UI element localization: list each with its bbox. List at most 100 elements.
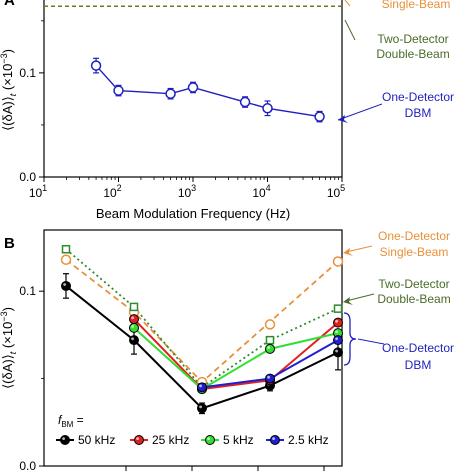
panel-a-anno-two-detector-l1: Two-Detector bbox=[377, 32, 448, 46]
panel-b-point-f2_5-0-shine bbox=[199, 384, 203, 388]
panel-a-xtick-exp-1: 2 bbox=[117, 183, 122, 193]
panel-b-point-f25-4-fill bbox=[333, 317, 343, 328]
panel-a-point-5 bbox=[262, 103, 273, 114]
panel-a-xtick-base-4: 10 bbox=[327, 186, 341, 200]
panel-b-point-f50-4 bbox=[333, 347, 343, 358]
panel-b-series-line-f5 bbox=[133, 327, 339, 391]
panel-b-plot-frame bbox=[43, 229, 343, 467]
panel-a-point-2 bbox=[165, 88, 176, 99]
panel-b-ylabel-main: ⟨(δA)⟩ bbox=[0, 354, 15, 389]
panel-a-anno-single-beam: Single-Beam bbox=[382, 0, 451, 11]
panel-b-point-f5-2-fill bbox=[265, 343, 275, 354]
panel-b-anno-single-l1: One-Detector bbox=[378, 229, 450, 243]
panel-a-ylabel-sub: t bbox=[8, 93, 18, 96]
panel-a-point-1 bbox=[113, 85, 124, 96]
panel-b-point-f2_5-2-fill bbox=[333, 335, 343, 346]
panel-b-legend-marker-f5-fill bbox=[205, 435, 215, 445]
panel-b-point-one_detector_single_beam-0 bbox=[60, 254, 72, 265]
panel-b-point-one_detector_single_beam-3 bbox=[332, 256, 344, 267]
panel-b-point-f50-0-shine bbox=[63, 283, 66, 286]
panel-a-xtick-label-2: 103 bbox=[178, 183, 196, 200]
panel-b-legend-marker-f25-fill bbox=[134, 435, 144, 445]
panel-b-point-f2_5-1 bbox=[265, 373, 275, 384]
panel-a-xtick-label-0: 101 bbox=[29, 183, 47, 200]
panel-b-point-two_detector_double_beam-1 bbox=[129, 302, 139, 312]
panel-a-ylabel-close: ) bbox=[0, 49, 15, 53]
panel-b-legend-marker-f50-fill bbox=[60, 435, 70, 445]
panel-b-point-f2_5-2-shine bbox=[335, 337, 338, 341]
panel-a-anno-two-detector-l2: Double-Beam bbox=[376, 47, 449, 61]
panel-b-point-f50-1-fill bbox=[129, 335, 139, 346]
panel-b-point-f5-3-shine bbox=[335, 330, 338, 334]
panel-b-point-two_detector_double_beam-3 bbox=[265, 335, 275, 345]
panel-a-series-line-one_detector_dbm bbox=[95, 65, 320, 118]
panel-b-point-f5-2-shine bbox=[267, 346, 270, 349]
panel-a-point-6 bbox=[314, 111, 325, 122]
panel-a-xtick-base-1: 10 bbox=[103, 186, 117, 200]
panel-b-point-f25-1-shine bbox=[131, 316, 135, 320]
panel-b-anno-single-l2: Single-Beam bbox=[380, 245, 449, 259]
panel-b-point-f2_5-1-shine bbox=[267, 375, 270, 379]
panel-b-legend-marker-f2_5-fill bbox=[270, 435, 280, 445]
panel-b-ylabel-sub: t bbox=[8, 351, 18, 354]
panel-a-ytick-label-0: 0.0 bbox=[19, 170, 36, 184]
panel-b-legend-title-f: f bbox=[58, 413, 63, 427]
panel-b-legend-marker-f50 bbox=[60, 435, 70, 445]
panel-b-ylabel-close: ) bbox=[0, 307, 15, 311]
panel-b-legend-title-sub: BM bbox=[61, 420, 73, 429]
panel-a-ylabel-unit: (×10 bbox=[0, 64, 15, 94]
panel-a-ylabel-main: ⟨(δA)⟩ bbox=[0, 96, 15, 131]
panel-b-ylabel: ⟨(δA)⟩t (×10−3) bbox=[0, 307, 18, 389]
panel-b-anno-two-arrow bbox=[345, 293, 375, 302]
panel-a-ytick-label-1: 0.1 bbox=[19, 66, 36, 80]
panel-a-point-0 bbox=[90, 60, 102, 71]
panel-b-legend-marker-f2_5 bbox=[270, 435, 280, 445]
panel-b-anno-two-arrowhead bbox=[343, 297, 353, 305]
panel-b-point-f50-1-shine bbox=[131, 337, 135, 341]
panel-b-point-f2_5-0-fill bbox=[197, 382, 207, 393]
panel-b-point-f50-2-fill bbox=[197, 403, 207, 414]
panel-a-xlabel: Beam Modulation Frequency (Hz) bbox=[96, 206, 290, 221]
panel-b-point-two_detector_double_beam-4 bbox=[333, 304, 343, 313]
panel-b-point-f25-4 bbox=[333, 317, 343, 328]
panel-b-legend-label-f25: 25 kHz bbox=[152, 433, 189, 447]
panel-a-xtick-label-4: 105 bbox=[327, 183, 345, 200]
panel-b-legend-label-f50: 50 kHz bbox=[78, 433, 115, 447]
panel-a-xtick-exp-2: 3 bbox=[191, 183, 196, 193]
panel-b-point-two_detector_double_beam-0 bbox=[61, 244, 71, 254]
panel-a-xtick-label-3: 104 bbox=[252, 183, 270, 200]
panel-b-point-f25-4-shine bbox=[335, 319, 338, 323]
panel-b-legend-marker-f25 bbox=[134, 435, 144, 445]
panel-b-legend-marker-f5 bbox=[205, 435, 215, 445]
panel-b-point-f50-4-shine bbox=[335, 349, 338, 353]
panel-a-ylabel-exp: −3 bbox=[0, 53, 9, 63]
panel-a-anno-one-detector-arrow bbox=[337, 103, 383, 121]
panel-a-xtick-label-1: 102 bbox=[103, 183, 121, 200]
panel-b-point-f50-0-fill bbox=[61, 280, 71, 291]
panel-b-anno-two-l2: Double-Beam bbox=[377, 292, 450, 306]
panel-b-point-f50-1 bbox=[129, 335, 139, 346]
panel-b-point-f2_5-0 bbox=[197, 382, 207, 393]
panel-b-legend-title-eq: = bbox=[73, 413, 83, 427]
panel-a-anno-single-arrow bbox=[344, 0, 351, 7]
panel-a-xtick-exp-4: 5 bbox=[340, 183, 345, 193]
panel-b-anno-two-l1: Two-Detector bbox=[378, 277, 449, 291]
panel-a-anno-two-detector-arrow bbox=[344, 19, 356, 41]
panel-a-anno-one-detector-l2: DBM bbox=[405, 106, 432, 120]
panel-a-anno-one-detector-l1: One-Detector bbox=[382, 90, 454, 104]
panel-b-ytick-label-1: 0.1 bbox=[19, 284, 36, 298]
panel-b-point-f5-0 bbox=[129, 322, 139, 333]
panel-b-point-f5-2 bbox=[265, 343, 275, 354]
panel-a-anno-one-detector-arrowhead bbox=[338, 115, 348, 123]
panel-b-legend-label-f2_5: 2.5 kHz bbox=[288, 433, 329, 447]
panel-b-legend-label-f5: 5 kHz bbox=[223, 433, 254, 447]
panel-b-point-f5-3 bbox=[333, 328, 343, 339]
panel-b-anno-single-arrowhead bbox=[343, 248, 353, 256]
panel-b-legend-marker-f5-shine bbox=[207, 437, 211, 440]
panel-b-point-f50-2-shine bbox=[199, 405, 203, 409]
panel-b-point-f50-4-fill bbox=[333, 347, 343, 358]
panel-b-anno-dbm-arrow bbox=[357, 338, 385, 345]
panel-b-ylabel-exp: −3 bbox=[0, 311, 9, 321]
panel-b-point-f5-0-shine bbox=[131, 325, 135, 328]
